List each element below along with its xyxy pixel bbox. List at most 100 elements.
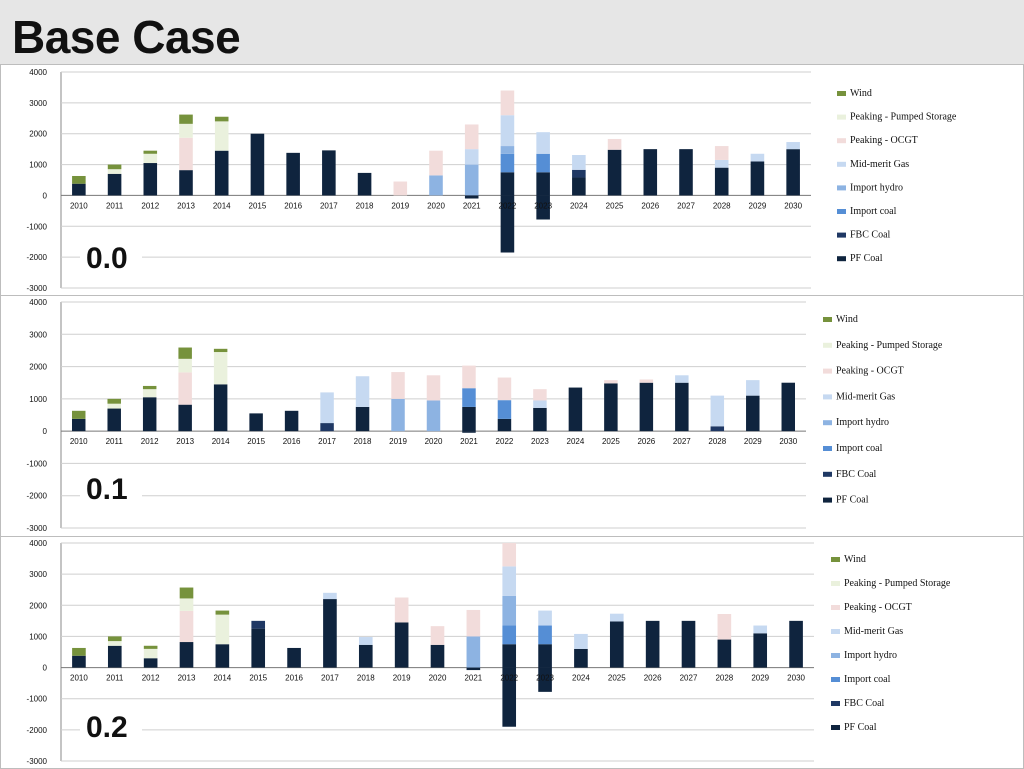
- bar-segment: [786, 149, 800, 196]
- bar-segment: [215, 610, 230, 615]
- bar-segment-negative: [462, 431, 476, 433]
- legend-label: Peaking - OCGT: [836, 366, 904, 377]
- y-tick-label: 3000: [29, 99, 47, 108]
- bar-segment: [72, 647, 86, 656]
- bar-segment: [358, 644, 373, 668]
- bar-segment: [107, 408, 121, 432]
- x-tick-label: 2014: [213, 674, 231, 683]
- legend-label: Wind: [850, 88, 872, 99]
- bar-segment: [789, 620, 803, 668]
- bar-segment: [179, 123, 193, 138]
- x-tick-label: 2027: [677, 201, 695, 210]
- case-label-backing: [80, 240, 142, 276]
- bar-segment: [426, 400, 441, 432]
- case-label: 0.0: [86, 242, 128, 275]
- bar-segment: [251, 628, 266, 668]
- y-tick-label: -3000: [27, 757, 48, 766]
- bar-segment: [502, 566, 517, 596]
- x-tick-label: 2029: [751, 674, 769, 683]
- legend-label: PF Coal: [836, 495, 869, 506]
- bar-segment: [322, 150, 336, 196]
- y-tick-label: -1000: [27, 459, 48, 468]
- x-tick-label: 2018: [356, 201, 374, 210]
- bar-segment: [753, 625, 768, 634]
- bar-segment: [249, 413, 263, 432]
- bar-segment: [572, 169, 586, 178]
- x-tick-label: 2025: [602, 437, 620, 446]
- x-tick-label: 2015: [247, 437, 265, 446]
- bar-segment-negative: [466, 667, 481, 671]
- legend-label: FBC Coal: [836, 469, 877, 480]
- x-tick-label: 2020: [427, 201, 445, 210]
- x-tick-label: 2018: [354, 437, 372, 446]
- bar-segment: [538, 610, 552, 626]
- y-tick-label: 3000: [29, 570, 47, 579]
- bar-segment: [251, 620, 266, 629]
- legend-label: Peaking - OCGT: [844, 602, 912, 613]
- bar-segment: [462, 365, 476, 389]
- y-tick-label: -1000: [27, 222, 48, 231]
- bar-segment: [536, 172, 550, 196]
- legend-swatch: [823, 342, 832, 348]
- y-tick-label: -3000: [27, 284, 48, 293]
- bar-segment: [287, 647, 301, 668]
- bar-segment: [179, 642, 194, 668]
- bar-segment: [143, 658, 158, 668]
- bar-segment: [215, 644, 230, 668]
- legend-swatch: [831, 677, 840, 682]
- x-tick-label: 2028: [708, 437, 726, 446]
- chart-svg-0: -3000 -2000 -1000 0 1000 2000 3000 4000 2010 2011…: [27, 68, 957, 293]
- bar-segment: [574, 648, 588, 668]
- chart-panel-0: -3000 -2000 -1000 0 1000 2000 3000 4000 2010 2011…: [0, 64, 1024, 296]
- bar-segment: [717, 614, 732, 640]
- bar-segment: [107, 169, 122, 174]
- bar-segment: [394, 622, 409, 668]
- bar-segment: [179, 114, 193, 124]
- bar-segment: [497, 418, 512, 432]
- bar-segment-negative: [464, 195, 479, 199]
- bar-segment: [609, 613, 624, 622]
- bar-segment: [572, 155, 586, 170]
- bar-segment: [714, 167, 729, 196]
- x-tick-label: 2020: [425, 437, 443, 446]
- x-tick-label: 2019: [391, 201, 409, 210]
- legend-label: Mid-merit Gas: [836, 391, 895, 402]
- x-tick-label: 2030: [779, 437, 797, 446]
- x-tick-label: 2014: [212, 437, 230, 446]
- x-tick-label: 2017: [320, 201, 338, 210]
- bar-segment: [466, 609, 481, 637]
- x-tick-label: 2011: [106, 674, 124, 683]
- y-tick-label: 1000: [29, 161, 47, 170]
- bar-segment: [71, 410, 86, 419]
- x-tick-label: 2019: [393, 674, 411, 683]
- bar-segment: [536, 132, 550, 154]
- legend-swatch: [831, 701, 840, 706]
- y-tick-label: 2000: [29, 130, 47, 139]
- legend-swatch: [837, 114, 846, 120]
- y-tick-label: -1000: [27, 695, 48, 704]
- bar-segment: [607, 149, 622, 196]
- legend-label: Peaking - Pumped Storage: [836, 340, 943, 351]
- bar-segment: [645, 620, 660, 668]
- bar-segment: [502, 625, 517, 645]
- x-tick-label: 2011: [106, 437, 124, 446]
- bar-segment: [142, 397, 157, 432]
- bar-segment: [502, 595, 517, 626]
- x-tick-label: 2023: [534, 201, 552, 210]
- x-tick-label: 2017: [321, 674, 339, 683]
- bar-segment: [179, 587, 194, 599]
- y-tick-label: 3000: [29, 330, 47, 339]
- bar-segment: [500, 90, 515, 116]
- x-tick-label: 2030: [787, 674, 805, 683]
- legend-label: PF Coal: [850, 253, 883, 264]
- bar-segment: [179, 137, 193, 171]
- bar-segment: [107, 398, 121, 404]
- x-tick-label: 2010: [70, 201, 88, 210]
- x-tick-label: 2030: [784, 201, 802, 210]
- legend-swatch: [823, 471, 832, 477]
- bar-segment: [464, 149, 479, 165]
- bar-segment: [572, 177, 586, 196]
- bar-segment: [568, 387, 583, 432]
- x-tick-label: 2013: [177, 201, 195, 210]
- bar-segment: [179, 170, 193, 196]
